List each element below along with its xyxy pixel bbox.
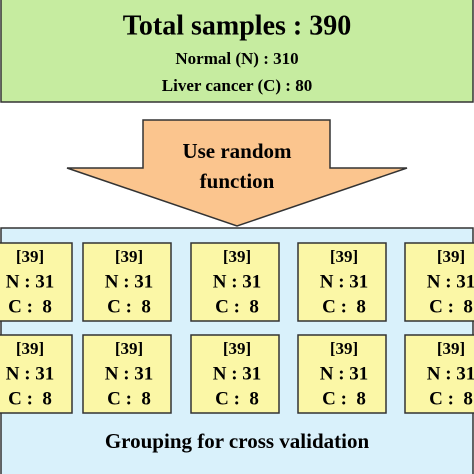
arrow-label: function [200, 169, 275, 193]
group-normal: N : 31 [427, 271, 474, 292]
group-normal: N : 31 [6, 363, 55, 384]
cancer-count: Liver cancer (C) : 80 [162, 76, 312, 95]
group-normal: N : 31 [6, 271, 55, 292]
group-normal: N : 31 [213, 363, 262, 384]
group-cancer: C : 8 [8, 296, 52, 317]
footer-label: Grouping for cross validation [105, 429, 370, 453]
group-box [297, 242, 387, 322]
group-size: [39] [437, 339, 465, 358]
group-cancer: C : 8 [215, 296, 259, 317]
group-box [404, 242, 474, 322]
group-cancer: C : 8 [322, 296, 366, 317]
group-normal: N : 31 [105, 363, 154, 384]
group-size: [39] [330, 247, 358, 266]
normal-count: Normal (N) : 310 [175, 49, 298, 68]
group-normal: N : 31 [105, 271, 154, 292]
group-size: [39] [16, 247, 44, 266]
group-size: [39] [223, 339, 251, 358]
group-box [297, 334, 387, 414]
summary-box [0, 0, 474, 103]
group-cancer: C : 8 [429, 388, 473, 409]
group-box [82, 334, 172, 414]
group-normal: N : 31 [320, 271, 369, 292]
group-size: [39] [115, 247, 143, 266]
group-cancer: C : 8 [215, 388, 259, 409]
group-box [404, 334, 474, 414]
group-size: [39] [115, 339, 143, 358]
group-box [190, 334, 280, 414]
group-cancer: C : 8 [429, 296, 473, 317]
group-box [0, 242, 73, 322]
total-samples: Total samples : 390 [123, 10, 351, 41]
group-box [190, 242, 280, 322]
group-cancer: C : 8 [322, 388, 366, 409]
group-normal: N : 31 [320, 363, 369, 384]
group-size: [39] [16, 339, 44, 358]
arrow-label: Use random [182, 139, 292, 163]
arrow [66, 119, 408, 227]
group-box [82, 242, 172, 322]
group-size: [39] [437, 247, 465, 266]
group-size: [39] [330, 339, 358, 358]
group-cancer: C : 8 [107, 296, 151, 317]
group-cancer: C : 8 [8, 388, 52, 409]
group-normal: N : 31 [427, 363, 474, 384]
group-grid: [39] N : 31 C : 8 [39] N : 31 C : 8 [39] N : 31… [0, 242, 474, 414]
group-size: [39] [223, 247, 251, 266]
group-normal: N : 31 [213, 271, 262, 292]
group-cancer: C : 8 [107, 388, 151, 409]
group-box [0, 334, 73, 414]
